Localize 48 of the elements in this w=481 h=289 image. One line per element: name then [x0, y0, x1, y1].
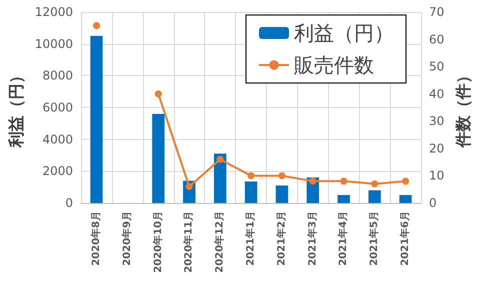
y2-tick-label: 20 [429, 141, 444, 156]
y2-tick-label: 50 [429, 60, 444, 74]
bar [244, 182, 258, 203]
y-tick-label: 6000 [42, 100, 74, 114]
legend-label: 利益（円） [294, 21, 394, 45]
x-tick-label: 2020年12月 [214, 211, 226, 273]
y2-axis-title: 件数（件） [454, 68, 473, 148]
x-tick-label: 2021年4月 [337, 211, 350, 266]
point [186, 183, 193, 190]
point [154, 90, 162, 98]
bar [276, 185, 288, 203]
bar [152, 114, 165, 203]
y2-tick-label: 30 [429, 114, 444, 128]
y-tick-label: 4000 [42, 132, 74, 146]
x-tick-label: 2021年6月 [399, 211, 412, 266]
point [402, 178, 410, 185]
point [371, 180, 378, 188]
x-tick-label: 2020年9月 [120, 211, 133, 266]
point [93, 22, 100, 30]
point [278, 172, 286, 180]
bar [214, 154, 226, 203]
y2-tick-label: 0 [429, 196, 437, 210]
bar [90, 36, 103, 203]
x-tick-label: 2021年2月 [275, 211, 288, 266]
y2-tick-label: 10 [429, 168, 444, 183]
y2-tick-label: 70 [429, 5, 444, 19]
y-axis-title: 利益（円） [6, 68, 26, 148]
x-tick-label: 2020年8月 [90, 211, 102, 266]
y-tick-label: 10000 [34, 36, 74, 51]
x-tick-label: 2021年3月 [306, 211, 318, 266]
x-tick-label: 2021年1月 [244, 211, 257, 266]
y-tick-label: 0 [65, 196, 74, 210]
x-tick-label: 2021年5月 [368, 211, 380, 266]
y2-tick-label: 40 [429, 86, 444, 101]
x-tick-label: 2020年10月 [152, 211, 164, 273]
point [216, 156, 224, 163]
bar [399, 195, 412, 203]
y-tick-label: 2000 [42, 164, 74, 178]
bar [368, 190, 381, 203]
y-tick-label: 12000 [34, 5, 74, 19]
y-tick-label: 8000 [42, 68, 74, 83]
bar [338, 195, 350, 203]
x-tick-label: 2020年11月 [182, 211, 195, 273]
point [309, 178, 316, 185]
point [340, 178, 348, 185]
point [248, 172, 255, 180]
y2-tick-label: 60 [429, 32, 444, 46]
legend-label: 販売件数 [294, 53, 374, 77]
